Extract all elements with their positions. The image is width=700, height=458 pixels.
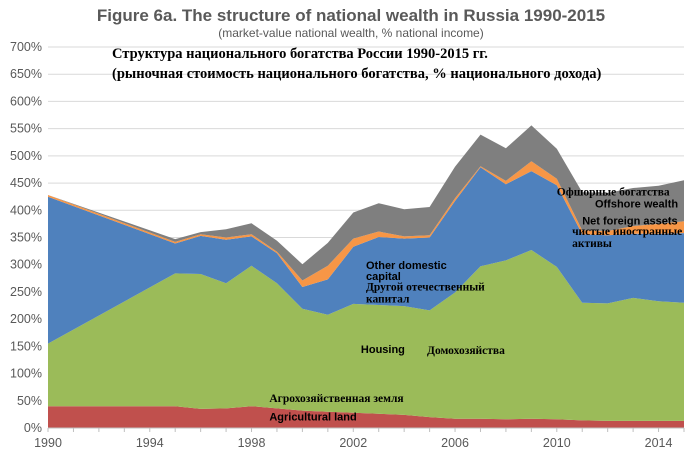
annotation-label: Housing [361, 344, 405, 356]
annotation-label: Net foreign assets [582, 215, 677, 227]
annotation-label: чистые иностранные [572, 226, 682, 238]
x-tick-label: 1990 [34, 436, 62, 450]
x-tick-label: 2002 [339, 436, 367, 450]
y-tick-label: 400% [10, 203, 42, 217]
chart-subtitle: (market-value national wealth, % nationa… [218, 26, 483, 40]
x-tick-label: 2014 [645, 436, 673, 450]
annotation-label: Offshore wealth [595, 199, 678, 211]
y-tick-label: 500% [10, 149, 42, 163]
y-tick-label: 0% [24, 421, 42, 435]
chart-subtitle-ru: (рыночная стоимость национального богатс… [112, 66, 601, 82]
x-tick-label: 2006 [441, 436, 469, 450]
annotation-label: Other domestic [366, 260, 447, 272]
annotation-label: Агрохозяйственная земля [269, 393, 403, 405]
y-tick-label: 700% [10, 40, 42, 54]
annotation-label: Agricultural land [269, 411, 356, 423]
y-tick-label: 600% [10, 94, 42, 108]
area-housing [48, 250, 684, 421]
annotation-label: Домохозяйства [427, 345, 505, 357]
x-tick-label: 1994 [136, 436, 164, 450]
chart-title-ru: Структура национального богатства России… [112, 46, 488, 62]
y-tick-label: 100% [10, 367, 42, 381]
y-tick-label: 250% [10, 285, 42, 299]
y-tick-label: 650% [10, 67, 42, 81]
area-offshore-wealth [48, 125, 684, 281]
annotation-label: Офшорные богатства [557, 187, 670, 199]
annotation-label: Другой отечественный [366, 281, 485, 293]
area-series [48, 125, 684, 428]
y-tick-label: 300% [10, 258, 42, 272]
y-tick-label: 450% [10, 176, 42, 190]
x-tick-label: 2010 [543, 436, 571, 450]
y-tick-label: 350% [10, 231, 42, 245]
x-tick-label: 1998 [238, 436, 266, 450]
y-tick-label: 50% [17, 394, 42, 408]
y-tick-label: 550% [10, 122, 42, 136]
chart-title: Figure 6a. The structure of national wea… [97, 6, 605, 25]
y-tick-label: 200% [10, 312, 42, 326]
annotation-label: активы [572, 238, 612, 250]
area-agricultural-land [48, 406, 684, 428]
annotation-label: capital [366, 271, 401, 283]
area-other-domestic-capital [48, 167, 684, 344]
axes: 0% 50% 100% 150% 200% 250% 300% 350% 400% 450% 500… [10, 40, 685, 450]
annotation-label: капитал [366, 293, 410, 305]
y-tick-label: 150% [10, 339, 42, 353]
